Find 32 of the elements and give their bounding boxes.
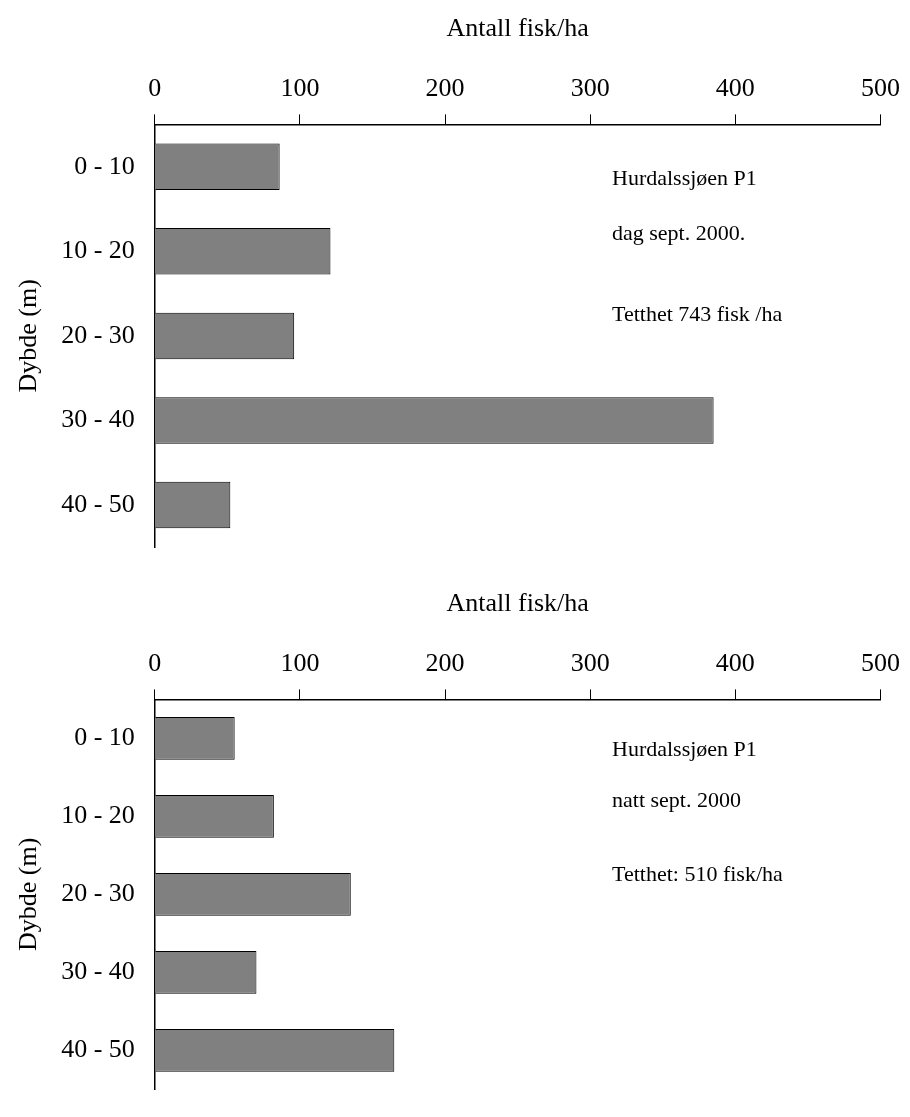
annotation: Tetthet 743 fisk /ha	[612, 300, 783, 326]
x-tick-label: 100	[280, 72, 320, 102]
y-tick-label: 10 - 20	[61, 800, 135, 830]
x-tick-label: 200	[425, 647, 465, 677]
y-tick-label: 20 - 30	[61, 878, 135, 908]
x-tick-label: 100	[280, 647, 320, 677]
annotation: natt sept. 2000	[612, 786, 741, 812]
y-tick-label: 40 - 50	[61, 1034, 135, 1064]
y-tick-label: 40 - 50	[61, 488, 135, 518]
x-tick-label: 300	[570, 72, 610, 102]
y-tick-label: 0 - 10	[74, 150, 135, 180]
y-tick-label: 10 - 20	[61, 235, 135, 265]
x-tick-label: 500	[861, 72, 900, 102]
x-tick-label: 400	[715, 647, 755, 677]
y-tick-label: 30 - 40	[61, 404, 135, 434]
y-tick-label: 30 - 40	[61, 956, 135, 986]
x-tick-label: 200	[425, 72, 465, 102]
annotation: Hurdalssjøen P1	[612, 165, 757, 191]
y-axis-title: Dybde (m)	[13, 837, 43, 952]
x-tick-label: 500	[861, 647, 900, 677]
y-tick-label: 20 - 30	[61, 319, 135, 349]
y-tick-label: 0 - 10	[74, 722, 135, 752]
annotation: Tetthet: 510 fisk/ha	[612, 860, 784, 886]
annotation: dag sept. 2000.	[612, 220, 746, 246]
x-tick-label: 300	[570, 647, 610, 677]
y-axis-title: Dybde (m)	[13, 279, 43, 393]
x-tick-label: 0	[148, 647, 162, 677]
x-tick-label: 400	[715, 72, 755, 102]
x-axis-title: Antall fisk/ha	[446, 13, 590, 43]
annotation: Hurdalssjøen P1	[612, 735, 757, 761]
x-axis-title: Antall fisk/ha	[446, 588, 590, 618]
x-tick-label: 0	[148, 72, 162, 102]
